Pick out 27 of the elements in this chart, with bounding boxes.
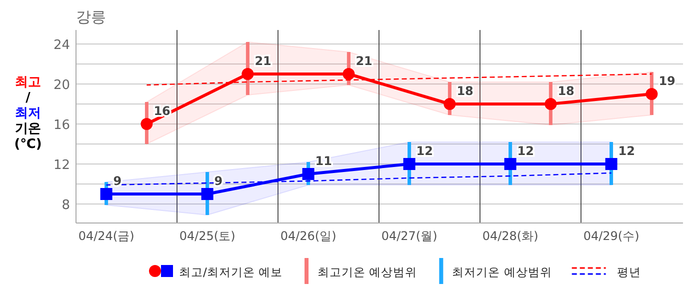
x-tick-label: 04/26(일) bbox=[280, 229, 336, 243]
y-tick-label: 24 bbox=[53, 38, 70, 53]
data-label: 12 bbox=[618, 144, 635, 158]
data-label: 21 bbox=[356, 54, 372, 68]
data-label: 16 bbox=[154, 104, 170, 118]
y-tick-label: 8 bbox=[62, 198, 70, 213]
legend-label: 최고기온 예상범위 bbox=[318, 265, 418, 279]
data-label: 12 bbox=[517, 144, 534, 158]
legend-label: 최고/최저기온 예보 bbox=[179, 265, 283, 279]
x-tick-label: 04/27(월) bbox=[381, 229, 438, 243]
x-tick-label: 04/28(화) bbox=[482, 229, 538, 243]
legend-label: 평년 bbox=[616, 265, 641, 279]
data-label: 19 bbox=[658, 74, 676, 88]
y-tick-label: 12 bbox=[53, 158, 70, 173]
y-tick-label: 16 bbox=[53, 118, 70, 133]
x-tick-label: 04/24(금) bbox=[78, 229, 134, 243]
y-tick-label: 20 bbox=[53, 78, 70, 93]
x-tick-label: 04/25(토) bbox=[179, 229, 236, 243]
data-label: 21 bbox=[254, 54, 272, 68]
data-label: 18 bbox=[558, 84, 574, 98]
chart-title: 강릉 bbox=[76, 8, 106, 26]
data-label: 18 bbox=[456, 84, 474, 98]
data-label: 11 bbox=[315, 154, 332, 168]
legend-label: 최저기온 예상범위 bbox=[452, 265, 552, 279]
data-label: 12 bbox=[416, 144, 433, 158]
x-tick-label: 04/29(수) bbox=[583, 229, 640, 243]
y-axis-title: 최고/최저 기온 (℃) bbox=[14, 75, 42, 152]
